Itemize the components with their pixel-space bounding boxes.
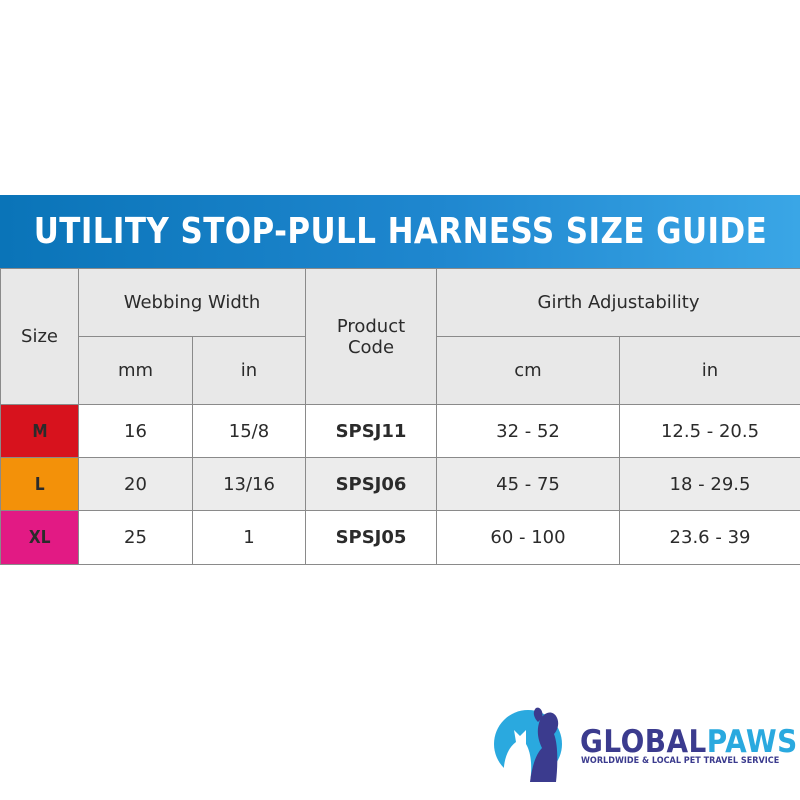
product-code-header-line2: Code <box>347 336 395 358</box>
girth-in-cell: 18 - 29.5 <box>618 457 800 511</box>
girth-cm-cell: 60 - 100 <box>436 510 620 565</box>
table-row: L 20 13/16 SPSJ06 45 - 75 18 - 29.5 <box>0 457 800 511</box>
girth-cm-cell: 32 - 52 <box>436 404 620 458</box>
header-row-2: mm in cm in <box>1 336 800 405</box>
webbing-mm-cell: 20 <box>78 457 193 511</box>
girth-in-cell: 23.6 - 39 <box>618 510 800 565</box>
size-header: Size <box>0 268 79 405</box>
webbing-in-cell: 15/8 <box>192 404 306 458</box>
table-row: M 16 15/8 SPSJ11 32 - 52 12.5 - 20.5 <box>0 404 800 458</box>
cat-and-dog-silhouette-icon <box>494 707 562 782</box>
title-banner: UTILITY STOP-PULL HARNESS SIZE GUIDE <box>0 195 800 268</box>
girth-cm-header: cm <box>436 336 620 405</box>
webbing-mm-header: mm <box>78 336 193 405</box>
girth-adjustability-header: Girth Adjustability <box>435 268 800 337</box>
size-badge-m: M <box>0 404 79 458</box>
size-badge-xl: XL <box>0 510 79 565</box>
logo-tagline: WORLDWIDE & LOCAL PET TRAVEL SERVICE <box>581 756 780 766</box>
product-code-cell: SPSJ11 <box>305 404 437 458</box>
webbing-in-cell: 13/16 <box>192 457 306 511</box>
page-title: UTILITY STOP-PULL HARNESS SIZE GUIDE <box>33 211 767 252</box>
product-code-cell: SPSJ05 <box>305 510 437 565</box>
header-row-1: Size Webbing Width Product Code Girth Ad… <box>0 268 800 405</box>
product-code-cell: SPSJ06 <box>305 457 437 511</box>
girth-in-cell: 12.5 - 20.5 <box>618 404 800 458</box>
webbing-width-header: Webbing Width <box>78 268 306 337</box>
webbing-in-cell: 1 <box>192 510 306 565</box>
girth-in-header: in <box>618 336 800 405</box>
product-code-header-line1: Product <box>336 315 406 337</box>
logo-wordmark: GLOBALPAWS <box>580 724 798 760</box>
webbing-in-header: in <box>192 336 306 405</box>
size-guide-table: Size Webbing Width Product Code Girth Ad… <box>0 268 800 565</box>
product-code-header: Product Code <box>305 268 437 405</box>
girth-cm-cell: 45 - 75 <box>436 457 620 511</box>
webbing-mm-cell: 16 <box>78 404 193 458</box>
size-badge-l: L <box>0 457 79 511</box>
globalpaws-logo: GLOBALPAWS WORLDWIDE & LOCAL PET TRAVEL … <box>492 700 797 782</box>
webbing-mm-cell: 25 <box>78 510 193 565</box>
table-row: XL 25 1 SPSJ05 60 - 100 23.6 - 39 <box>0 510 800 565</box>
